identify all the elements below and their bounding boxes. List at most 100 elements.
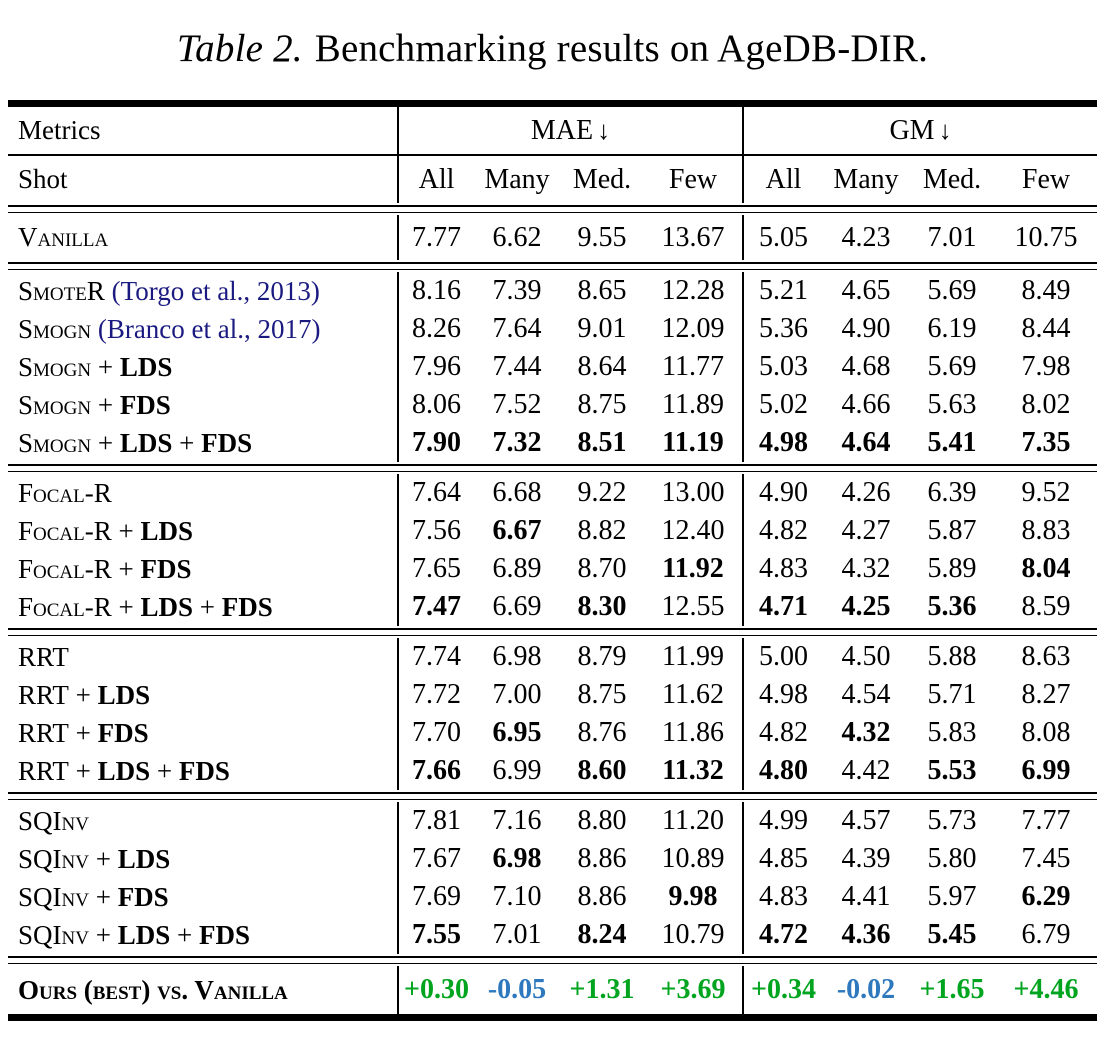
method-name: Smogn xyxy=(18,351,92,382)
method-label: Smogn (Branco et al., 2017) xyxy=(8,310,398,348)
table-row: Smogn + FDS 8.06 7.52 8.75 11.89 5.02 4.66 5.63… xyxy=(8,386,1097,424)
metric-value: 5.89 xyxy=(927,553,977,584)
table-row: Smogn + LDS 7.96 7.44 8.64 11.77 5.03 4.68 5.69… xyxy=(8,348,1097,386)
metric-value: 8.44 xyxy=(1021,313,1071,344)
double-rule xyxy=(8,626,1097,638)
metric-value: 8.63 xyxy=(1021,641,1071,672)
metric-value: 6.39 xyxy=(927,477,977,508)
method-label: Smogn + FDS xyxy=(18,389,171,420)
method-label: SQInv + LDS xyxy=(18,843,171,874)
metric-value: 4.36 xyxy=(841,919,891,950)
metric-value: 4.80 xyxy=(742,752,823,790)
method-suffix: FDS xyxy=(221,591,273,622)
metric-value: 5.63 xyxy=(927,389,977,420)
method-name: SQInv xyxy=(18,881,89,912)
delta-value: +0.30 xyxy=(397,966,474,1014)
method-label: Focal-R + LDS + FDS xyxy=(18,591,273,622)
metric-value: 6.69 xyxy=(492,591,542,622)
method-suffix: FDS xyxy=(201,427,253,458)
metric-value: 8.64 xyxy=(577,351,627,382)
delta-value: +1.65 xyxy=(919,974,985,1005)
metric-value: 4.42 xyxy=(841,755,891,786)
method-suffix: FDS xyxy=(178,755,230,786)
method-name: Focal-R xyxy=(18,477,112,508)
method-suffix: FDS xyxy=(97,717,149,748)
method-label: RRT + LDS + FDS xyxy=(18,755,230,786)
metric-value: 11.62 xyxy=(662,679,724,710)
shot-column-header: Few xyxy=(668,163,718,195)
metric-value: 5.41 xyxy=(927,427,977,458)
method-label: Focal-R + LDS xyxy=(18,515,194,546)
method-label: RRT + LDS xyxy=(18,679,151,710)
method-label: RRT xyxy=(8,638,398,676)
table-number: Table 2. xyxy=(176,27,303,70)
delta-value: -0.05 xyxy=(487,974,547,1005)
thick-rule xyxy=(8,100,1097,107)
method-name: Focal-R xyxy=(18,515,112,546)
metric-value: 7.00 xyxy=(492,679,542,710)
metric-value: 7.52 xyxy=(492,389,542,420)
metric-value: 7.01 xyxy=(492,919,542,950)
mae-group-header: MAE ↓ xyxy=(397,107,743,154)
metric-value: 13.67 xyxy=(661,221,725,253)
metric-value: 4.57 xyxy=(841,805,891,836)
metric-value: 9.98 xyxy=(668,881,718,912)
metric-value: 6.62 xyxy=(492,221,542,253)
metric-value: 8.75 xyxy=(577,679,627,710)
metric-value: 8.26 xyxy=(397,310,474,348)
results-table: Metrics MAE ↓ GM ↓ Shot All Many Med. Few All Many M… xyxy=(8,100,1097,1021)
table-row: Smogn + LDS + FDS 7.90 7.32 8.51 11.19 4.98 4.… xyxy=(8,424,1097,462)
double-rule xyxy=(8,790,1097,802)
single-rule xyxy=(8,154,1097,156)
metric-value: 5.53 xyxy=(927,755,977,786)
metric-value: 7.67 xyxy=(397,840,474,878)
comparison-row: Ours (best) vs. Vanilla +0.30 -0.05 +1.31 +3… xyxy=(8,966,1097,1014)
group-label: GM xyxy=(889,114,935,146)
metric-value: 13.00 xyxy=(661,477,725,508)
metric-value: 7.35 xyxy=(1021,427,1071,458)
metric-value: 7.10 xyxy=(492,881,542,912)
metric-value: 9.22 xyxy=(577,477,627,508)
metric-value: 7.96 xyxy=(397,348,474,386)
metric-value: 6.79 xyxy=(1021,919,1071,950)
table-row: Focal-R + FDS 7.65 6.89 8.70 11.92 4.83 4.32 5.… xyxy=(8,550,1097,588)
metric-value: 8.86 xyxy=(577,881,627,912)
citation-link[interactable]: (Torgo et al., 2013) xyxy=(111,275,320,306)
metric-value: 4.90 xyxy=(742,474,823,512)
metric-value: 4.26 xyxy=(841,477,891,508)
method-name: RRT xyxy=(18,755,69,786)
metric-value: 7.45 xyxy=(1021,843,1071,874)
metric-value: 7.70 xyxy=(397,714,474,752)
metric-value: 11.89 xyxy=(662,389,724,420)
metric-value: 6.19 xyxy=(927,313,977,344)
metric-value: 9.55 xyxy=(577,221,627,253)
delta-value: +3.69 xyxy=(660,974,726,1005)
metric-value: 8.16 xyxy=(397,272,474,310)
metric-value: 11.99 xyxy=(662,641,724,672)
citation-link[interactable]: (Branco et al., 2017) xyxy=(97,313,321,344)
metric-value: 4.85 xyxy=(742,840,823,878)
method-label: SQInv xyxy=(8,802,398,840)
table-row: Vanilla 7.77 6.62 9.55 13.67 5.05 4.23 7.01 10.7… xyxy=(8,215,1097,260)
metric-value: 4.68 xyxy=(841,351,891,382)
metric-value: 10.79 xyxy=(661,919,725,950)
method-name: RRT xyxy=(18,717,69,748)
metric-value: 4.65 xyxy=(841,275,891,306)
metric-value: 7.16 xyxy=(492,805,542,836)
metric-value: 8.76 xyxy=(577,717,627,748)
metric-value: 8.49 xyxy=(1021,275,1071,306)
table-caption: Table 2. Benchmarking results on AgeDB-DI… xyxy=(0,0,1105,100)
metric-value: 4.64 xyxy=(841,427,891,458)
metric-value: 4.82 xyxy=(742,714,823,752)
table-title: Benchmarking results on AgeDB-DIR. xyxy=(314,27,929,70)
metric-value: 5.00 xyxy=(742,638,823,676)
shot-column-header: All xyxy=(742,156,823,203)
metric-value: 6.68 xyxy=(492,477,542,508)
metric-value: 7.64 xyxy=(397,474,474,512)
delta-value: -0.02 xyxy=(836,974,896,1005)
table-row: SmoteR (Torgo et al., 2013) 8.16 7.39 8.65 1… xyxy=(8,272,1097,310)
metric-value: 4.39 xyxy=(841,843,891,874)
method-name: SmoteR xyxy=(18,275,105,306)
method-label: Vanilla xyxy=(8,215,398,260)
metric-value: 4.71 xyxy=(742,588,823,626)
